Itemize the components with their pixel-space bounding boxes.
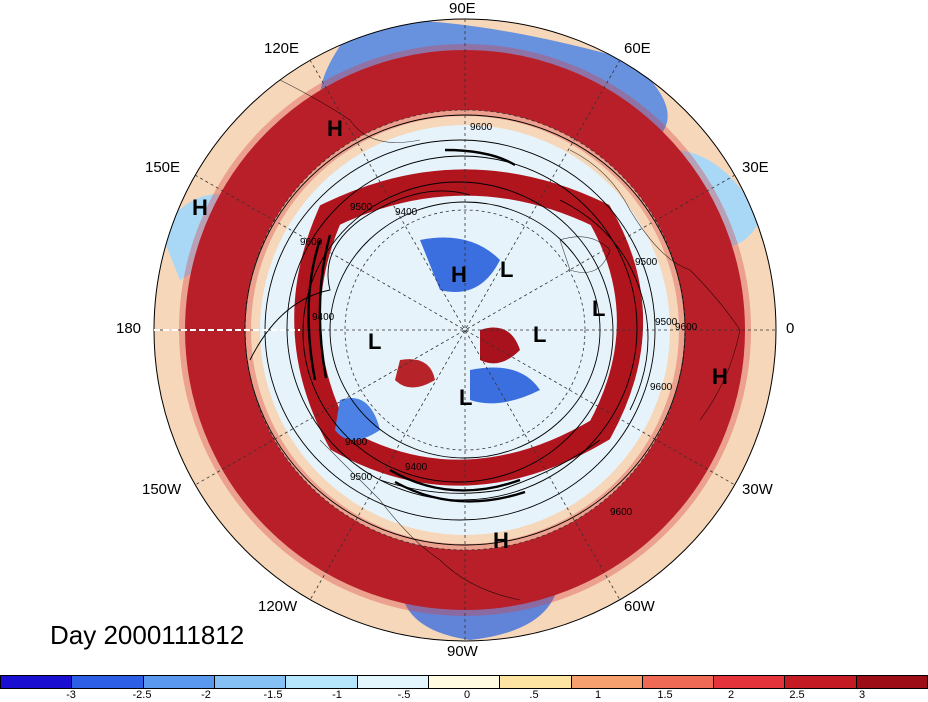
contour-label: 9400 xyxy=(405,462,428,473)
lon-label-60w: 60W xyxy=(624,598,655,615)
colorbar-swatch xyxy=(714,676,786,688)
contour-label: 9400 xyxy=(395,207,418,218)
lon-label-120e: 120E xyxy=(264,40,300,57)
colorbar-tick-label: -3 xyxy=(66,689,76,701)
colorbar-tick-label: 1.5 xyxy=(657,689,673,701)
contour-label: 9500 xyxy=(350,202,373,213)
contour-label: 9500 xyxy=(350,472,373,483)
colorbar-tick-label: 0 xyxy=(463,689,471,701)
contour-label: 9400 xyxy=(345,437,368,448)
colorbar-swatch xyxy=(642,676,715,688)
colorbar-swatch xyxy=(357,676,429,688)
colorbar-tick-label: -.5 xyxy=(397,689,411,701)
colorbar-swatch xyxy=(428,676,501,688)
contour-label: 9500 xyxy=(655,317,678,328)
contour-label: 9600 xyxy=(300,237,323,248)
colorbar-tick-label: -2 xyxy=(201,689,211,701)
pressure-center-high: H xyxy=(327,116,343,141)
colorbar-tick-label: -1 xyxy=(332,689,342,701)
lon-label-90w: 90W xyxy=(447,643,478,660)
colorbar-swatch xyxy=(1,676,73,688)
colorbar-swatch xyxy=(571,676,643,688)
colorbar-tick-label: -2.5 xyxy=(132,689,152,701)
contour-labels: 9600 9500 9400 9600 9500 9400 9600 9500 … xyxy=(300,122,698,518)
colorbar-swatch xyxy=(72,676,144,688)
colorbar-swatch xyxy=(143,676,215,688)
anomaly-blue-cell-1 xyxy=(420,237,500,292)
lon-label-30e: 30E xyxy=(742,159,769,176)
pressure-center-low: L xyxy=(368,329,382,354)
anomaly-red-cell-1 xyxy=(480,327,520,364)
contour-label: 9600 xyxy=(650,382,673,393)
lon-label-150w: 150W xyxy=(142,481,182,498)
lon-label-90e: 90E xyxy=(449,0,476,17)
contour-label: 9500 xyxy=(635,257,658,268)
colorbar xyxy=(0,675,928,689)
anomaly-blue-cell-3 xyxy=(335,398,380,440)
pressure-center-low: L xyxy=(459,385,473,410)
pressure-center-low: L xyxy=(592,296,606,321)
pressure-center-high: H xyxy=(493,528,509,553)
colorbar-tick-label: .5 xyxy=(529,689,539,701)
colorbar-tick-label: -1.5 xyxy=(263,689,283,701)
pressure-center-low: L xyxy=(533,322,547,347)
lon-label-150e: 150E xyxy=(145,159,181,176)
colorbar-tick-label: 1 xyxy=(594,689,602,701)
lon-label-60e: 60E xyxy=(624,40,651,57)
lon-label-0: 0 xyxy=(786,320,795,337)
colorbar-swatch xyxy=(785,676,857,688)
colorbar-swatch xyxy=(286,676,358,688)
contour-label: 9400 xyxy=(312,312,335,323)
lon-label-30w: 30W xyxy=(742,481,773,498)
colorbar-swatch xyxy=(500,676,572,688)
colorbar-swatch xyxy=(214,676,287,688)
coastlines xyxy=(279,79,741,601)
colorbar-tick-label: 2 xyxy=(727,689,735,701)
pressure-center-high: H xyxy=(451,262,467,287)
anomaly-blue-cell-2 xyxy=(470,367,540,404)
pressure-center-low: L xyxy=(500,257,514,282)
pressure-center-high: H xyxy=(712,364,728,389)
anomaly-red-cell-2 xyxy=(395,359,435,388)
pressure-center-high: H xyxy=(192,195,208,220)
contour-label: 9600 xyxy=(470,122,493,133)
lon-label-120w: 120W xyxy=(258,598,298,615)
contour-label: 9600 xyxy=(675,322,698,333)
colorbar-tick-label: 3 xyxy=(858,689,866,701)
lon-label-180: 180 xyxy=(116,320,142,337)
map-title: Day 2000111812 xyxy=(50,620,245,650)
colorbar-tick-label: 2.5 xyxy=(789,689,805,701)
colorbar-swatch xyxy=(856,676,928,688)
contour-label: 9600 xyxy=(610,507,633,518)
